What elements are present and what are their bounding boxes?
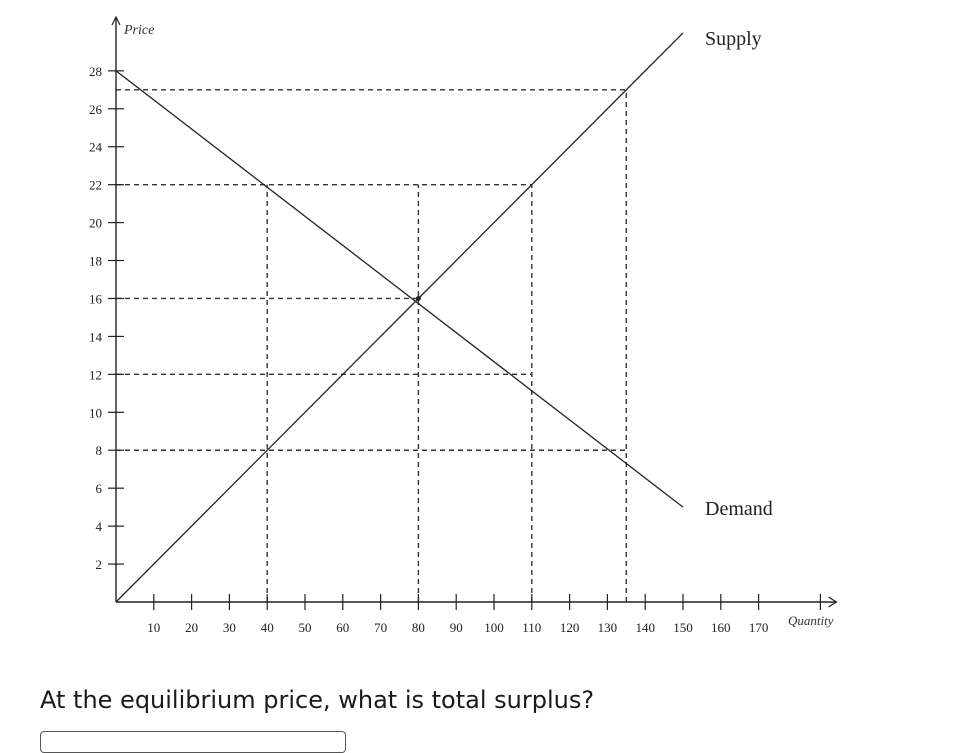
x-tick-label-100: 100 (484, 620, 504, 635)
y-tick-label-6: 6 (96, 481, 103, 496)
answer-input[interactable] (40, 731, 346, 753)
x-tick-label-130: 130 (598, 620, 618, 635)
x-tick-label-70: 70 (374, 620, 387, 635)
x-tick-label-10: 10 (147, 620, 160, 635)
ticks: 10 20 30 40 50 60 70 80 90 100 110 120 130 140 150 160 1… (89, 64, 822, 635)
x-tick-label-150: 150 (673, 620, 693, 635)
y-tick-label-28: 28 (89, 64, 102, 79)
y-tick-label-20: 20 (89, 216, 102, 231)
x-axis-arrow (828, 596, 838, 608)
supply-label: Supply (705, 28, 762, 50)
y-axis-label: Price (123, 23, 154, 38)
y-tick-label-10: 10 (89, 405, 102, 420)
demand-label: Demand (705, 498, 773, 520)
x-tick-label-110: 110 (522, 620, 541, 635)
y-tick-label-2: 2 (96, 557, 103, 572)
series-lines: Supply Demand (115, 28, 773, 603)
axes (111, 15, 838, 608)
reference-lines (116, 89, 627, 602)
x-tick-label-140: 140 (635, 620, 655, 635)
y-tick-label-4: 4 (96, 519, 103, 534)
y-tick-label-22: 22 (89, 178, 102, 193)
x-tick-label-160: 160 (711, 620, 731, 635)
y-tick-label-16: 16 (89, 291, 103, 306)
x-tick-label-20: 20 (185, 620, 198, 635)
x-tick-label-40: 40 (261, 620, 274, 635)
demand-line (115, 70, 684, 508)
y-tick-label-8: 8 (96, 443, 103, 458)
x-tick-label-120: 120 (560, 620, 580, 635)
x-tick-label-50: 50 (299, 620, 312, 635)
x-tick-label-30: 30 (223, 620, 236, 635)
y-axis-arrow (111, 15, 121, 26)
x-tick-label-60: 60 (336, 620, 349, 635)
x-tick-label-80: 80 (412, 620, 425, 635)
x-tick-label-90: 90 (450, 620, 463, 635)
question-text: At the equilibrium price, what is total … (40, 686, 595, 714)
x-axis-label: Quantity (788, 613, 834, 628)
y-tick-label-18: 18 (89, 254, 102, 269)
y-tick-label-24: 24 (89, 140, 103, 155)
supply-line (115, 32, 684, 603)
y-tick-label-12: 12 (89, 367, 102, 382)
x-tick-label-170: 170 (749, 620, 769, 635)
y-tick-label-14: 14 (89, 329, 103, 344)
equilibrium-point (415, 295, 421, 301)
supply-demand-chart: 10 20 30 40 50 60 70 80 90 100 110 120 130 140 150 160 1… (89, 15, 838, 635)
y-tick-label-26: 26 (89, 102, 103, 117)
